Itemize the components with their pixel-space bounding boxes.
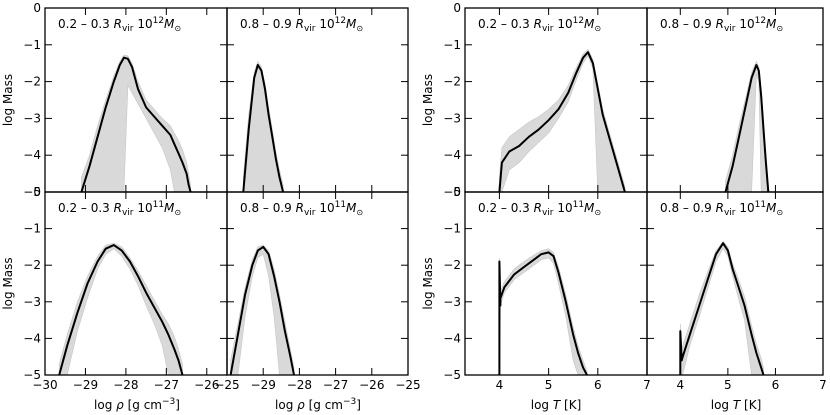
series-line-rho_outer_1e12	[242, 64, 285, 192]
ytick-label: −4	[23, 331, 41, 345]
frame-T_outer_1e11	[646, 191, 824, 376]
panel-label-rho_inner_1e12: 0.2 – 0.3 Rvir 1012M⊙	[58, 16, 181, 34]
ytick-label: −5	[443, 368, 461, 382]
panel-rho_outer_1e12: 0.8 – 0.9 Rvir 1012M⊙	[226, 7, 409, 193]
xtick-label-rho-left: −28	[113, 378, 138, 392]
xlabel-T: log T [K]	[711, 398, 762, 412]
ytick-label: 0	[453, 185, 461, 199]
ytick-label: 0	[453, 1, 461, 15]
series-line-T_inner_1e12	[498, 51, 626, 192]
ytick-label: −1	[443, 222, 461, 236]
xtick-label-T-right: 4	[676, 378, 684, 392]
series-line-T_inner_1e11	[498, 251, 588, 375]
xtick-label-rho-left: −26	[194, 378, 219, 392]
series-line-rho_outer_1e11	[229, 245, 295, 375]
panel-label-T_outer_1e12: 0.8 – 0.9 Rvir 1012M⊙	[660, 16, 783, 34]
ytick-label: −3	[23, 111, 41, 125]
xtick-label-rho-left: −29	[73, 378, 98, 392]
panel-rho_outer_1e11: 0.8 – 0.9 Rvir 1011M⊙	[226, 191, 409, 376]
frame-T_inner_1e11	[464, 191, 648, 376]
panel-rho_inner_1e11: 0 −1 −2 −3 −4 −5 0.2 – 0.3 Rvir 1011M⊙ log Mass	[1, 185, 228, 382]
panel-label-rho_outer_1e11: 0.8 – 0.9 Rvir 1011M⊙	[240, 200, 363, 218]
panel-label-T_inner_1e12: 0.2 – 0.3 Rvir 1012M⊙	[478, 16, 601, 34]
series-line-rho_inner_1e12	[80, 56, 192, 192]
band-T_inner_1e11	[499, 248, 588, 375]
xlabel-T: log T [K]	[531, 398, 582, 412]
xtick-label-rho-right: −25	[395, 378, 420, 392]
band-T_outer_1e12	[725, 60, 769, 192]
xtick-label-T-right: 7	[643, 378, 651, 392]
xlabel-rho: log ρ [g cm−3]	[94, 397, 180, 412]
ytick-label: −3	[23, 295, 41, 309]
panel-rho_inner_1e12: 0 −1 −2 −3 −4 −5 0.2 – 0.3 Rvir 1012M⊙ log Mass	[1, 1, 228, 199]
ytick-label: −2	[443, 258, 461, 272]
panel-label-T_inner_1e11: 0.2 – 0.3 Rvir 1011M⊙	[478, 200, 601, 218]
ytick-label: −1	[23, 222, 41, 236]
panel-T_outer_1e12: 0.8 – 0.9 Rvir 1012M⊙	[646, 7, 824, 193]
ytick-label: −4	[443, 331, 461, 345]
ytick-label: −2	[23, 75, 41, 89]
xtick-label-T-right: 5	[724, 378, 732, 392]
ytick-label: −3	[443, 295, 461, 309]
series-line-rho_inner_1e11	[58, 244, 184, 375]
ylabel: log Mass	[1, 74, 15, 126]
ylabel: log Mass	[421, 74, 435, 126]
xtick-label-T-right: 6	[772, 378, 780, 392]
xtick-label-T-left: 6	[594, 378, 602, 392]
xtick-label-rho-right: −28	[287, 378, 312, 392]
panel-T_inner_1e11: 0 −1 −2 −3 −4 −5 0.2 – 0.3 Rvir 1011M⊙ log Mass	[421, 185, 648, 382]
ytick-label: −5	[23, 185, 41, 199]
panel-label-rho_inner_1e11: 0.2 – 0.3 Rvir 1011M⊙	[58, 200, 181, 218]
panel-T_outer_1e11: 0.8 – 0.9 Rvir 1011M⊙	[646, 191, 824, 376]
xtick-label-rho-left: −27	[154, 378, 179, 392]
xtick-label-rho-right: −25	[214, 378, 239, 392]
band-rho_inner_1e12	[81, 54, 191, 192]
frame-T_inner_1e12	[464, 7, 648, 193]
ytick-label: −2	[443, 75, 461, 89]
ytick-label: −1	[23, 38, 41, 52]
panel-label-rho_outer_1e12: 0.8 – 0.9 Rvir 1012M⊙	[240, 16, 363, 34]
xtick-label-rho-left: −30	[32, 378, 57, 392]
band-T_outer_1e11	[679, 240, 764, 375]
ytick-label: −5	[443, 185, 461, 199]
band-T_inner_1e12	[499, 48, 626, 192]
ytick-label: −5	[23, 368, 41, 382]
ytick-label: −1	[443, 38, 461, 52]
xtick-label-rho-right: −26	[359, 378, 384, 392]
xlabel-rho: log ρ [g cm−3]	[275, 397, 361, 412]
panel-T_inner_1e12: 0 −1 −2 −3 −4 −5 0.2 – 0.3 Rvir 1012M⊙ log Mass	[421, 1, 648, 199]
ytick-label: 0	[33, 185, 41, 199]
ytick-label: −2	[23, 258, 41, 272]
series-line-T_outer_1e11	[679, 242, 765, 375]
xtick-label-rho-right: −27	[323, 378, 348, 392]
ylabel: log Mass	[421, 257, 435, 309]
xtick-label-rho-right: −29	[251, 378, 276, 392]
series-line-T_outer_1e12	[724, 64, 770, 192]
ylabel: log Mass	[1, 257, 15, 309]
xtick-label-T-left: 4	[496, 378, 504, 392]
ytick-label: −4	[23, 148, 41, 162]
ytick-label: −3	[443, 111, 461, 125]
frame-rho_outer_1e11	[226, 191, 409, 376]
band-rho_outer_1e11	[230, 244, 295, 375]
xtick-label-T-left: 5	[545, 378, 553, 392]
ytick-label: −4	[443, 148, 461, 162]
ytick-label: 0	[33, 1, 41, 15]
panel-label-T_outer_1e11: 0.8 – 0.9 Rvir 1011M⊙	[660, 200, 783, 218]
xtick-label-T-right: 7	[819, 378, 827, 392]
